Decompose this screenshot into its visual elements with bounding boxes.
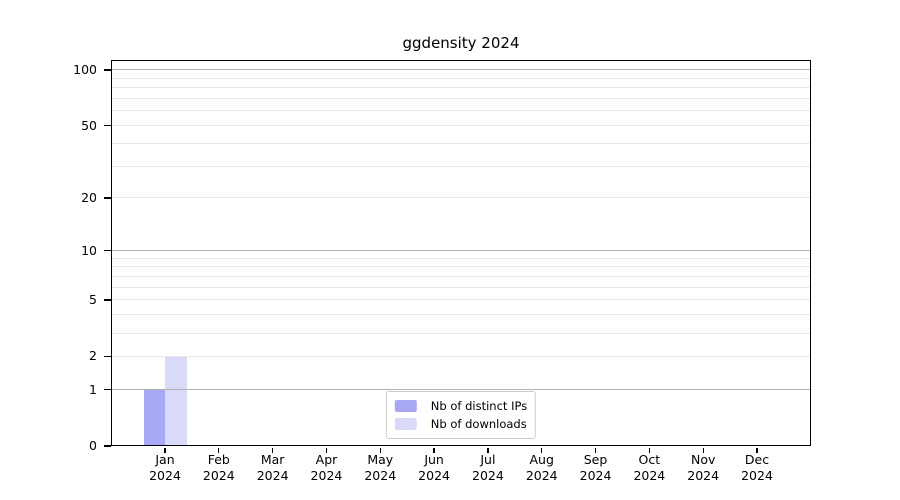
plot-area: 0 1 2 5 10 20 50 100 Jan 2024 Feb 2024 Mar 2024 Apr 202… <box>73 60 811 483</box>
minor-gridline <box>111 355 811 357</box>
x-tick-year: 2024 <box>741 468 773 483</box>
y-tick-mark <box>104 445 111 447</box>
x-tick-label: Aug 2024 <box>512 452 572 484</box>
x-tick-label: Mar 2024 <box>243 452 303 484</box>
x-tick-year: 2024 <box>364 468 397 483</box>
minor-gridline <box>111 314 811 316</box>
x-tick-label: Sep 2024 <box>566 452 626 484</box>
x-tick-label: Nov 2024 <box>673 452 733 484</box>
x-tick-year: 2024 <box>472 468 504 483</box>
x-tick-label: Jul 2024 <box>458 452 518 484</box>
legend: Nb of distinct IPs Nb of downloads <box>385 391 537 439</box>
minor-gridline <box>111 125 811 127</box>
legend-item: Nb of downloads <box>394 415 527 433</box>
x-tick-mark <box>164 447 166 453</box>
minor-gridline <box>111 165 811 167</box>
y-tick-mark <box>104 197 111 199</box>
x-tick-month: Mar <box>260 452 285 467</box>
x-tick-year: 2024 <box>687 468 720 483</box>
x-tick-label: Dec 2024 <box>727 452 787 484</box>
minor-gridline <box>111 77 811 79</box>
x-tick-month: Jan <box>155 452 175 467</box>
y-tick-label: 10 <box>81 242 97 258</box>
minor-gridline <box>111 332 811 334</box>
x-tick-year: 2024 <box>525 468 558 483</box>
x-tick-year: 2024 <box>310 468 343 483</box>
x-tick-mark <box>702 447 704 453</box>
y-tick-label: 2 <box>89 348 97 364</box>
x-tick-month: Aug <box>529 452 554 467</box>
y-tick-label: 1 <box>89 381 97 397</box>
x-tick-month: Nov <box>690 452 716 467</box>
major-gridline <box>111 250 811 252</box>
y-tick-mark <box>104 124 111 127</box>
x-tick-year: 2024 <box>579 468 612 483</box>
minor-gridline <box>111 266 811 268</box>
y-tick-mark <box>104 69 111 71</box>
x-tick-mark <box>218 447 220 453</box>
x-tick-label: Oct 2024 <box>619 452 679 484</box>
y-tick-mark <box>104 249 111 252</box>
x-tick-month: Feb <box>207 452 230 467</box>
x-tick-month: Jun <box>424 452 444 467</box>
y-tick-mark <box>104 299 111 301</box>
x-tick-year: 2024 <box>256 468 289 483</box>
y-tick-label: 20 <box>81 189 97 205</box>
x-tick-mark <box>541 447 543 453</box>
x-tick-month: Sep <box>583 452 608 467</box>
x-tick-year: 2024 <box>149 468 181 483</box>
y-tick-mark <box>104 355 111 358</box>
x-tick-mark <box>594 447 597 453</box>
y-tick-label: 50 <box>81 117 97 133</box>
x-tick-year: 2024 <box>202 468 235 483</box>
x-tick-mark <box>487 447 489 453</box>
x-tick-label: May 2024 <box>350 452 410 484</box>
minor-gridline <box>111 276 811 278</box>
x-tick-mark <box>325 447 328 453</box>
minor-gridline <box>111 299 811 301</box>
x-tick-month: Jul <box>480 452 496 467</box>
x-tick-month: Apr <box>315 452 338 467</box>
y-tick-label: 5 <box>89 291 97 307</box>
minor-gridline <box>111 197 811 199</box>
major-gridline <box>111 389 811 390</box>
minor-gridline <box>111 286 811 288</box>
legend-label: Nb of distinct IPs <box>430 399 528 413</box>
y-tick-label: 0 <box>89 438 97 453</box>
bar-distinct-ips <box>143 389 165 446</box>
x-tick-month: May <box>367 452 394 467</box>
x-tick-year: 2024 <box>633 468 666 483</box>
x-tick-label: Jun 2024 <box>404 452 464 484</box>
legend-item: Nb of distinct IPs <box>394 397 528 415</box>
minor-gridline <box>111 257 811 259</box>
y-tick-label: 100 <box>73 61 97 77</box>
legend-label: Nb of downloads <box>430 417 527 431</box>
x-tick-year: 2024 <box>418 468 450 483</box>
x-tick-mark <box>379 447 381 453</box>
bar-downloads <box>165 356 187 446</box>
x-tick-mark <box>433 447 435 453</box>
legend-swatch-icon <box>394 400 417 412</box>
major-gridline <box>111 69 811 71</box>
x-tick-label: Jan 2024 <box>135 452 195 484</box>
chart-title: ggdensity 2024 <box>402 34 520 52</box>
x-tick-label: Feb 2024 <box>189 452 249 484</box>
x-tick-month: Oct <box>638 452 661 467</box>
x-tick-mark <box>271 447 274 453</box>
minor-gridline <box>111 87 811 89</box>
minor-gridline <box>111 110 811 112</box>
x-tick-label: Apr 2024 <box>296 452 356 484</box>
x-tick-month: Dec <box>744 452 770 467</box>
x-tick-mark <box>756 447 758 453</box>
minor-gridline <box>111 98 811 100</box>
minor-gridline <box>111 142 811 144</box>
y-tick-mark <box>104 388 111 391</box>
legend-swatch-icon <box>394 418 417 430</box>
x-tick-mark <box>648 447 650 453</box>
